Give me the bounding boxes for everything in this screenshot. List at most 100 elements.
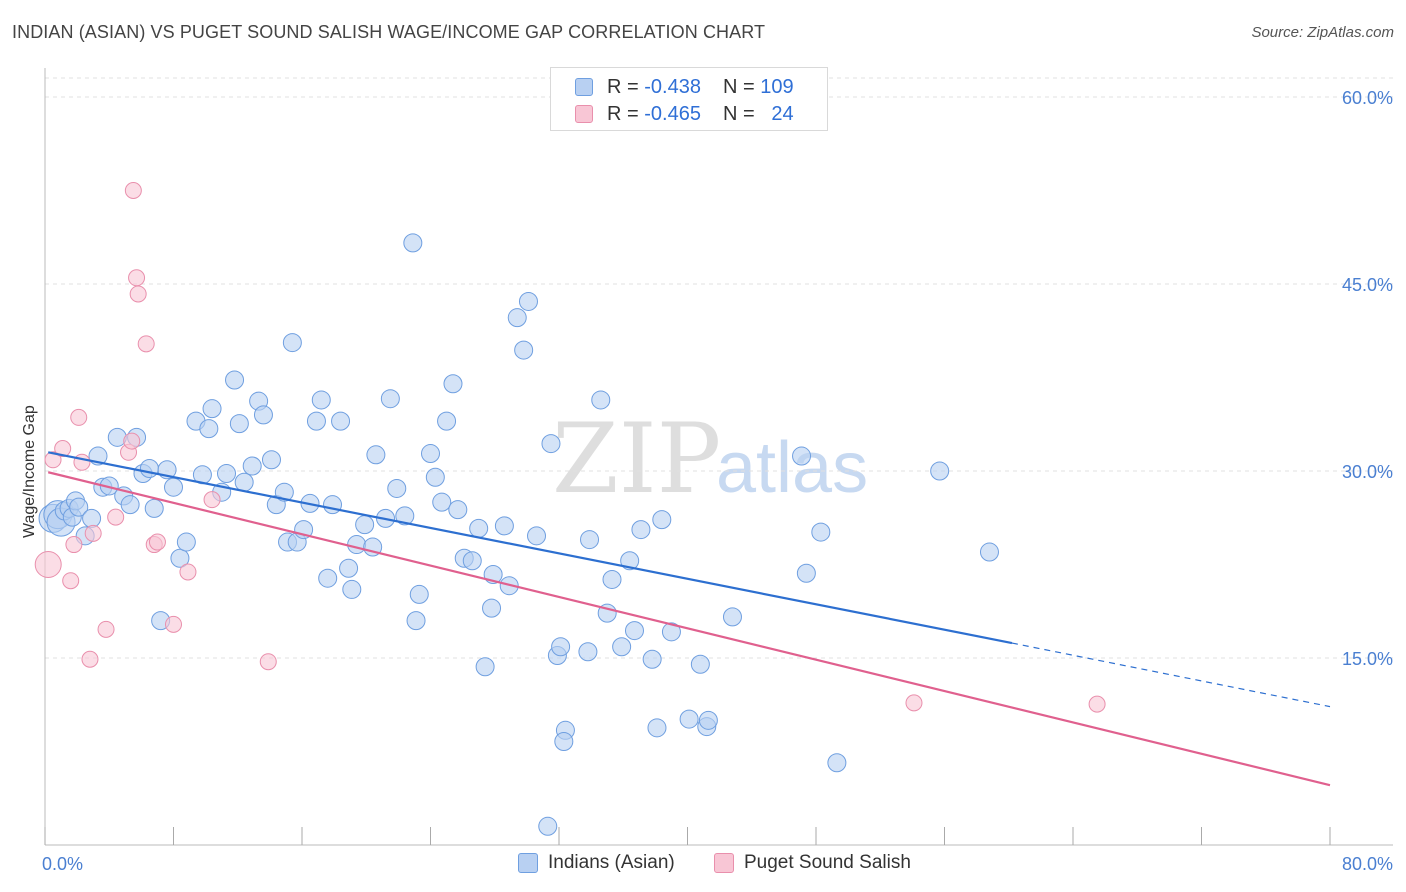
data-point-indians-asian: [792, 446, 812, 466]
data-point-puget-sound-salish: [34, 551, 62, 578]
data-point-indians-asian: [811, 522, 831, 542]
y-tick-label: 45.0%: [1342, 275, 1393, 295]
data-point-indians-asian: [347, 535, 367, 555]
legend-r-value: -0.438: [644, 75, 701, 98]
data-point-indians-asian: [652, 510, 672, 530]
bottom-legend-indians-asian: Indians (Asian): [518, 852, 675, 874]
data-point-indians-asian: [578, 642, 598, 662]
data-point-indians-asian: [469, 518, 489, 538]
data-point-indians-asian: [518, 291, 538, 311]
source-credit: Source: ZipAtlas.com: [1251, 24, 1394, 41]
data-point-puget-sound-salish: [179, 563, 197, 581]
data-point-indians-asian: [494, 516, 514, 536]
data-point-indians-asian: [482, 598, 502, 618]
data-point-indians-asian: [631, 520, 651, 540]
watermark-zip: ZIP: [552, 403, 721, 515]
data-point-indians-asian: [406, 611, 426, 631]
data-point-indians-asian: [679, 709, 699, 729]
data-point-puget-sound-salish: [81, 650, 99, 668]
data-point-indians-asian: [620, 551, 640, 571]
data-point-indians-asian: [202, 399, 222, 419]
data-point-indians-asian: [144, 498, 164, 518]
y-tick-label: 15.0%: [1342, 649, 1393, 669]
axes: [44, 68, 1393, 846]
data-point-puget-sound-salish: [70, 408, 88, 426]
legend-swatch-pink: [575, 105, 593, 123]
bottom-legend-label: Indians (Asian): [548, 852, 675, 873]
data-point-indians-asian: [234, 472, 254, 492]
data-point-indians-asian: [380, 389, 400, 409]
bottom-legend-puget-sound-salish: Puget Sound Salish: [714, 852, 911, 874]
data-point-puget-sound-salish: [129, 285, 147, 303]
legend-n-value: 24: [771, 102, 794, 125]
data-point-indians-asian: [331, 411, 351, 431]
data-point-indians-asian: [624, 621, 644, 641]
data-point-puget-sound-salish: [128, 269, 146, 287]
data-point-indians-asian: [164, 477, 183, 497]
chart-title: INDIAN (ASIAN) VS PUGET SOUND SALISH WAG…: [12, 22, 766, 42]
data-point-puget-sound-salish: [137, 335, 155, 353]
data-point-indians-asian: [225, 370, 245, 390]
data-point-indians-asian: [591, 390, 611, 410]
trend-line-indians-asian: [47, 451, 1013, 645]
y-tick-label: 30.0%: [1342, 462, 1393, 482]
data-point-indians-asian: [462, 551, 482, 571]
watermark-atlas: atlas: [716, 428, 868, 508]
data-point-indians-asian: [253, 405, 273, 425]
data-point-indians-asian: [930, 461, 950, 481]
data-point-puget-sound-salish: [165, 615, 182, 633]
data-point-indians-asian: [409, 584, 429, 604]
series-puget-sound-salish: [34, 182, 1106, 713]
legend-swatch-blue: [575, 78, 593, 96]
data-point-indians-asian: [541, 434, 561, 454]
x-tick-label: 0.0%: [42, 854, 83, 874]
bottom-legend-swatch-pink: [714, 853, 734, 873]
data-point-puget-sound-salish: [44, 451, 62, 469]
data-point-indians-asian: [979, 542, 999, 562]
data-point-indians-asian: [796, 563, 816, 583]
data-point-indians-asian: [642, 649, 662, 669]
data-point-indians-asian: [551, 637, 571, 657]
legend-n-value: 109: [760, 75, 794, 98]
data-point-indians-asian: [554, 732, 574, 752]
data-point-indians-asian: [437, 411, 457, 431]
legend-r-label: R =: [607, 75, 639, 98]
legend-row-puget-sound-salish: R = -0.465 N = 24: [575, 102, 794, 126]
data-point-indians-asian: [387, 478, 407, 498]
data-point-puget-sound-salish: [124, 182, 142, 199]
data-point-indians-asian: [318, 568, 338, 588]
data-point-indians-asian: [217, 463, 237, 483]
legend: R = -0.438 N = 109 R = -0.465 N = 24: [550, 67, 828, 131]
data-point-puget-sound-salish: [905, 694, 923, 712]
data-point-indians-asian: [647, 718, 667, 738]
tick-labels: 15.0% 30.0% 45.0% 60.0% 0.0% 80.0%: [42, 88, 1393, 874]
grid-lines: [45, 77, 1393, 659]
watermark: ZIP atlas: [552, 403, 868, 515]
data-point-indians-asian: [274, 482, 294, 502]
bottom-legend-swatch-blue: [518, 853, 538, 873]
data-point-indians-asian: [514, 340, 534, 360]
data-point-indians-asian: [261, 450, 281, 470]
legend-r-label: R =: [607, 102, 639, 125]
data-point-indians-asian: [170, 548, 190, 568]
legend-row-indians-asian: R = -0.438 N = 109: [575, 75, 794, 99]
x-tick-label: 80.0%: [1342, 854, 1393, 874]
data-point-indians-asian: [107, 427, 127, 447]
data-point-indians-asian: [199, 419, 219, 439]
data-point-puget-sound-salish: [73, 453, 91, 471]
data-point-indians-asian: [311, 390, 331, 410]
data-point-indians-asian: [448, 500, 468, 520]
data-point-puget-sound-salish: [1088, 695, 1106, 713]
data-point-indians-asian: [580, 530, 600, 550]
data-point-puget-sound-salish: [65, 536, 83, 554]
data-point-indians-asian: [395, 506, 415, 526]
data-point-indians-asian: [403, 233, 423, 253]
data-point-indians-asian: [698, 710, 718, 730]
data-point-indians-asian: [538, 816, 558, 836]
legend-n-label: N =: [722, 102, 755, 125]
data-point-indians-asian: [306, 411, 326, 431]
data-point-indians-asian: [722, 607, 742, 627]
data-point-indians-asian: [120, 495, 140, 515]
data-point-indians-asian: [827, 753, 847, 773]
